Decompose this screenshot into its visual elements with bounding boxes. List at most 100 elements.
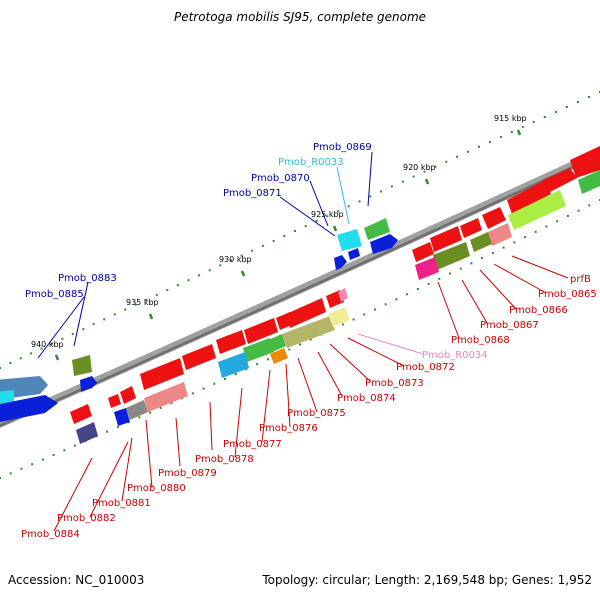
gene-forward[interactable] <box>337 229 362 251</box>
gene-label[interactable]: Pmob_0871 <box>223 188 282 199</box>
scale-dot <box>103 318 106 321</box>
scale-dot <box>352 318 355 321</box>
scale-dot <box>459 267 462 270</box>
gene-label[interactable]: Pmob_0876 <box>259 423 318 434</box>
gene-reverse[interactable] <box>216 330 246 354</box>
scale-dot <box>488 140 491 143</box>
gene-reverse[interactable] <box>70 404 92 424</box>
gene-label[interactable]: Pmob_0865 <box>538 289 597 300</box>
gene-label[interactable]: Pmob_0879 <box>158 468 217 479</box>
gene-reverse[interactable] <box>430 226 462 252</box>
gene-label[interactable]: Pmob_0881 <box>92 498 151 509</box>
gene-forward[interactable] <box>364 218 390 240</box>
gene-reverse[interactable] <box>282 316 335 348</box>
gene-label[interactable]: Pmob_0880 <box>127 483 186 494</box>
gene-forward[interactable] <box>72 355 92 376</box>
gene-forward[interactable] <box>348 248 360 260</box>
gene-forward[interactable] <box>0 395 58 423</box>
gene-reverse[interactable] <box>76 422 98 444</box>
gene-label[interactable]: Pmob_0885 <box>25 289 84 300</box>
gene-reverse[interactable] <box>488 223 512 246</box>
gene-reverse[interactable] <box>415 257 439 280</box>
gene-reverse[interactable] <box>482 207 506 229</box>
scale-dot <box>491 251 494 254</box>
gene-label[interactable]: Pmob_0884 <box>21 529 80 540</box>
gene-label[interactable]: Pmob_0878 <box>195 454 254 465</box>
scale-dot <box>309 338 312 341</box>
gene-reverse[interactable] <box>182 344 216 370</box>
gene-label[interactable]: Pmob_R0034 <box>422 350 488 361</box>
gene-reverse[interactable] <box>140 358 184 390</box>
scale-dot <box>208 269 211 272</box>
scale-dot <box>412 175 415 178</box>
gene-label[interactable]: Pmob_R0033 <box>278 157 344 168</box>
gene-reverse[interactable] <box>276 312 294 330</box>
gene-reverse[interactable] <box>120 386 136 404</box>
scale-dot <box>198 274 201 277</box>
gene-reverse[interactable] <box>218 352 249 378</box>
scale-dot <box>556 220 559 223</box>
scale-dot <box>566 215 569 217</box>
gene-reverse[interactable] <box>460 218 482 238</box>
gene-reverse[interactable] <box>144 382 188 412</box>
scale-dot <box>423 170 426 173</box>
scale-dot <box>106 430 109 433</box>
gene-reverse[interactable] <box>244 318 278 344</box>
gene-reverse[interactable] <box>570 146 600 178</box>
scale-dot <box>256 363 259 366</box>
gene-reverse[interactable] <box>578 170 600 194</box>
gene-label[interactable]: Pmob_0869 <box>313 142 372 153</box>
gene-reverse[interactable] <box>338 288 348 302</box>
gene-reverse[interactable] <box>508 190 566 230</box>
gene-reverse[interactable] <box>126 400 148 420</box>
genome-backbone-shadow <box>0 153 600 427</box>
forward-genes <box>0 218 398 423</box>
gene-reverse[interactable] <box>286 298 326 328</box>
reverse-genes <box>70 146 600 444</box>
scale-dot <box>170 402 173 405</box>
gene-reverse[interactable] <box>114 408 130 426</box>
scale-dot <box>61 337 64 340</box>
scale-dot <box>52 454 55 456</box>
gene-reverse[interactable] <box>433 242 470 270</box>
scale-dot <box>9 472 12 475</box>
scale-dot <box>369 195 372 198</box>
gene-label[interactable]: Pmob_0872 <box>396 362 455 373</box>
gene-reverse[interactable] <box>412 242 434 262</box>
gene-forward[interactable] <box>80 376 97 392</box>
scale-label-940: 940 kbp <box>31 340 64 349</box>
gene-reverse[interactable] <box>328 307 350 327</box>
scale-dot <box>283 234 286 237</box>
scale-dot <box>240 254 243 257</box>
gene-forward[interactable] <box>334 255 347 270</box>
gene-forward[interactable] <box>370 234 398 254</box>
gene-label[interactable]: Pmob_0873 <box>365 378 424 389</box>
gene-reverse[interactable] <box>543 168 577 192</box>
scale-dot <box>347 205 350 208</box>
scale-dot <box>449 272 451 275</box>
scale-dot <box>401 180 404 183</box>
scale-dot <box>166 289 169 291</box>
gene-label[interactable]: Pmob_0874 <box>337 393 396 404</box>
scale-dot <box>288 348 291 351</box>
gene-label[interactable]: Pmob_0867 <box>480 320 539 331</box>
gene-reverse[interactable] <box>108 394 121 408</box>
scale-dot <box>427 282 430 285</box>
gene-label[interactable]: Pmob_0882 <box>57 513 116 524</box>
gene-reverse[interactable] <box>507 180 551 214</box>
gene-reverse[interactable] <box>270 348 288 364</box>
gene-reverse[interactable] <box>470 232 492 252</box>
gene-label[interactable]: Pmob_0870 <box>251 173 310 184</box>
scale-dot <box>554 111 557 113</box>
gene-label[interactable]: Pmob_0877 <box>223 439 282 450</box>
scale-dot <box>234 373 237 375</box>
scale-dot <box>326 215 329 218</box>
gene-reverse[interactable] <box>243 338 274 362</box>
scale-dot <box>20 467 23 470</box>
gene-label[interactable]: prfB <box>570 274 591 285</box>
gene-label[interactable]: Pmob_0866 <box>509 305 568 316</box>
gene-label[interactable]: Pmob_0883 <box>58 273 117 284</box>
gene-label[interactable]: Pmob_0875 <box>287 408 346 419</box>
gene-label[interactable]: Pmob_0868 <box>451 335 510 346</box>
scale-dot <box>202 387 205 390</box>
